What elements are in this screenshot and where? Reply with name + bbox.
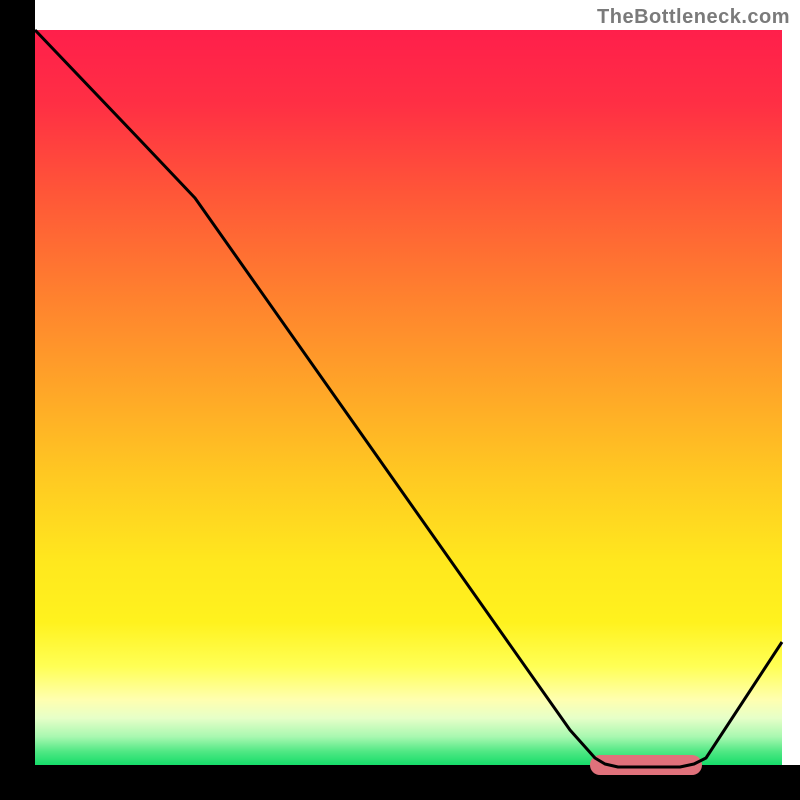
chart-plot-area [0, 0, 800, 800]
y-axis [0, 0, 35, 800]
gradient-background [35, 30, 782, 770]
bottleneck-chart: TheBottleneck.com [0, 0, 800, 800]
watermark-text: TheBottleneck.com [597, 6, 790, 29]
